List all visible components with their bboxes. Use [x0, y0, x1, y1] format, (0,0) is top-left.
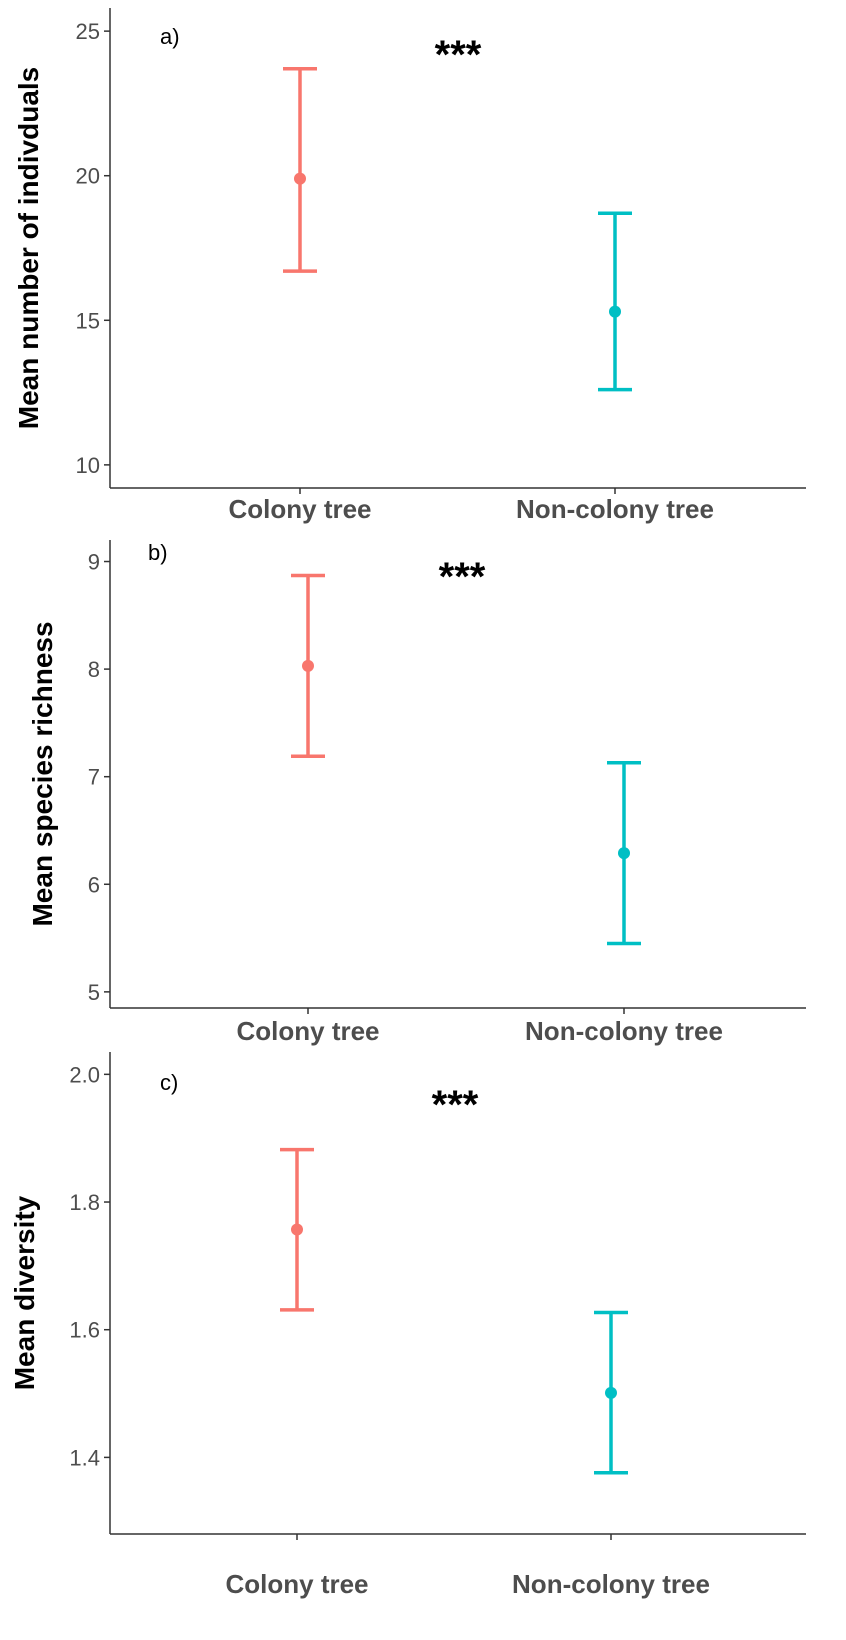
- y-tick-label: 1.6: [69, 1318, 100, 1343]
- x-tick-label: Colony tree: [228, 494, 371, 524]
- y-tick-label: 1.4: [69, 1445, 100, 1470]
- significance-marker: ***: [432, 1083, 479, 1127]
- mean-point: [609, 305, 621, 318]
- y-tick-label: 8: [88, 657, 100, 682]
- x-tick-label: Colony tree: [236, 1016, 379, 1046]
- y-tick-label: 6: [88, 872, 100, 897]
- y-tick-label: 7: [88, 765, 100, 790]
- x-tick-label: Colony tree: [225, 1569, 368, 1599]
- y-axis-title: Mean diversity: [9, 1195, 40, 1390]
- y-axis-title: Mean number of indivduals: [13, 67, 44, 429]
- y-tick-label: 10: [76, 453, 100, 478]
- mean-point: [618, 847, 630, 860]
- y-tick-label: 9: [88, 550, 100, 575]
- y-axis-title: Mean species richness: [27, 621, 58, 926]
- panel-3: 1.4 1.6 1.8 2.0 Colony tree Non-colony tree Me…: [9, 1052, 806, 1599]
- significance-marker: ***: [435, 33, 482, 77]
- panel-label: c): [160, 1070, 178, 1095]
- panel-1: 10 15 20 25 Colony tree Non-colony tree Mean n…: [13, 8, 806, 524]
- panel-2: 5 6 7 8 9 Colony tree Non-colony tree Mean spec…: [27, 540, 806, 1046]
- significance-marker: ***: [439, 555, 486, 599]
- y-tick-label: 1.8: [69, 1190, 100, 1215]
- y-tick-label: 25: [76, 19, 100, 44]
- y-tick-label: 20: [76, 164, 100, 189]
- panel-label: b): [148, 540, 168, 565]
- x-tick-label: Non-colony tree: [525, 1016, 723, 1046]
- mean-point: [294, 172, 306, 185]
- x-tick-label: Non-colony tree: [512, 1569, 710, 1599]
- x-tick-label: Non-colony tree: [516, 494, 714, 524]
- mean-point: [291, 1223, 303, 1236]
- mean-point: [605, 1386, 617, 1399]
- panel-label: a): [160, 24, 180, 49]
- y-tick-label: 2.0: [69, 1062, 100, 1087]
- y-tick-label: 5: [88, 980, 100, 1005]
- y-tick-label: 15: [76, 308, 100, 333]
- mean-point: [302, 659, 314, 672]
